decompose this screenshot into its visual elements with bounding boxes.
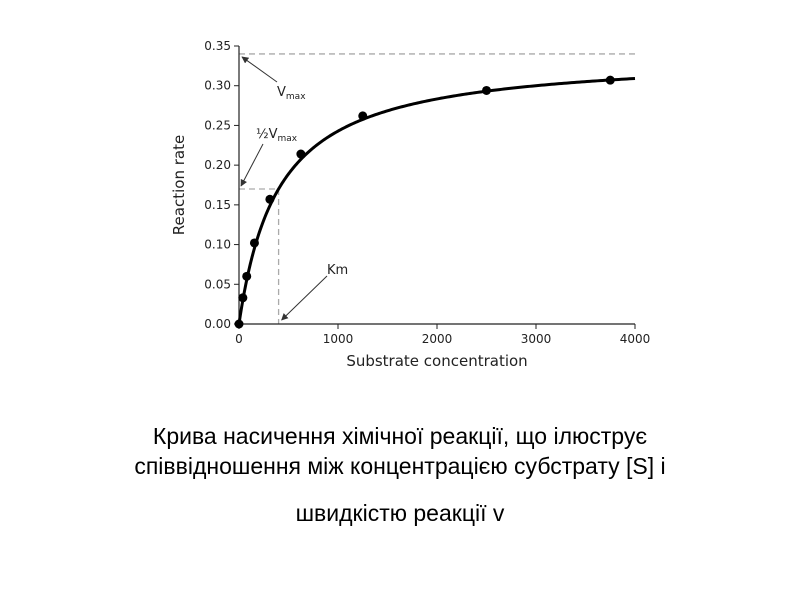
data-point (296, 149, 306, 159)
chart: 0 1000 2000 3000 4000 0.000.050.100.150.200.… (170, 39, 650, 370)
half-vmax-label: ½Vmax (256, 127, 298, 144)
data-point (265, 194, 275, 204)
vmax-label: Vmax (277, 85, 306, 102)
x-tick-label: 0 (235, 332, 243, 346)
y-tick-label: 0.30 (204, 79, 231, 93)
y-tick-label: 0.00 (204, 317, 231, 331)
data-point (605, 75, 615, 85)
guide-lines (239, 53, 635, 324)
y-axis-title: Reaction rate (170, 135, 188, 235)
y-tick-label: 0.10 (204, 238, 231, 252)
y-tick-label: 0.15 (204, 198, 231, 212)
y-tick-label: 0.25 (204, 118, 231, 132)
data-points (234, 75, 615, 329)
data-point (358, 111, 368, 121)
x-axis-title: Substrate concentration (346, 352, 527, 370)
km-arrow (281, 275, 328, 321)
vmax-arrow (241, 56, 278, 83)
km-label: Km (327, 263, 348, 278)
y-tick-label: 0.20 (204, 158, 231, 172)
saturation-curve (237, 76, 636, 325)
data-point (249, 238, 259, 248)
y-ticks: 0.00 0.05 0.10 0.15 0.20 0.25 0.30 0.35 (204, 39, 239, 331)
x-tick-label: 3000 (521, 332, 552, 346)
caption-line-3: швидкістю реакції v (295, 500, 505, 526)
axes: 0 1000 2000 3000 4000 0.000.050.100.150.200.… (204, 39, 650, 346)
data-point (238, 293, 248, 303)
x-tick-label: 2000 (422, 332, 453, 346)
data-point (242, 271, 252, 281)
half-vmax-arrow (240, 143, 264, 187)
x-ticks: 0 1000 2000 3000 4000 (235, 324, 650, 346)
x-tick-label: 4000 (620, 332, 651, 346)
data-point (234, 319, 244, 329)
data-point (482, 85, 491, 95)
x-tick-label: 1000 (323, 332, 354, 346)
caption-line-1: Крива насичення хімічної реакції, що ілю… (152, 423, 648, 449)
annotations: Vmax ½Vmax Km (240, 56, 348, 321)
y-tick-label: 0.35 (204, 39, 231, 53)
caption-line-2: співвідношення між концентрацією субстра… (134, 453, 666, 479)
y-tick-label: 0.05 (204, 277, 231, 291)
